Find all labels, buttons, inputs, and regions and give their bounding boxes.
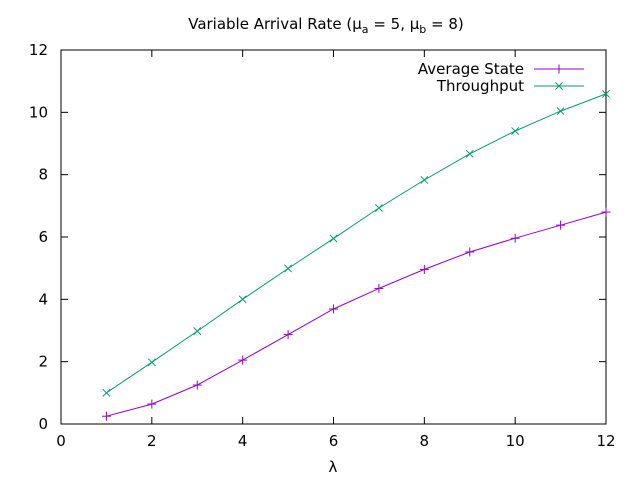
data-point-throughput <box>238 295 247 304</box>
legend-label-average-state: Average State <box>418 60 524 78</box>
data-point-throughput <box>511 127 520 135</box>
x-tick-label: 4 <box>238 432 248 450</box>
data-point-throughput <box>102 388 111 397</box>
data-point-throughput <box>556 107 565 116</box>
data-point-average-state <box>556 220 566 230</box>
axes: 0 2 4 6 8 10 12 0 2 4 6 8 10 12 <box>29 41 616 450</box>
data-point-throughput <box>147 358 156 367</box>
x-tick-label: 12 <box>596 432 615 450</box>
legend-label-throughput: Throughput <box>436 77 524 95</box>
data-point-average-state <box>465 247 475 257</box>
data-point-average-state <box>192 380 202 390</box>
chart-title: Variable Arrival Rate (μa = 5, μb = 8) <box>188 15 464 36</box>
y-tick-label: 12 <box>29 41 48 59</box>
series-line-throughput <box>106 93 607 394</box>
x-tick-label: 8 <box>420 432 430 450</box>
data-point-average-state <box>283 330 293 340</box>
data-point-average-state <box>101 411 111 421</box>
series-line-average-state <box>106 211 607 417</box>
series-layer <box>101 89 611 421</box>
data-point-throughput <box>193 327 202 336</box>
x-axis-label: λ <box>329 458 338 476</box>
x-tick-label: 2 <box>147 432 157 450</box>
x-tick-label: 0 <box>56 432 66 450</box>
data-point-throughput <box>602 89 610 98</box>
data-point-average-state <box>510 233 520 243</box>
x-tick-label: 6 <box>329 432 339 450</box>
data-point-throughput <box>420 176 429 184</box>
legend-marker-throughput <box>555 82 563 90</box>
y-tick-label: 10 <box>29 103 48 121</box>
data-point-average-state <box>329 304 338 314</box>
data-point-throughput <box>465 149 474 158</box>
legend-marker-average-state <box>554 64 564 74</box>
data-point-average-state <box>419 264 429 274</box>
data-point-average-state <box>147 399 157 409</box>
y-tick-label: 4 <box>38 290 48 308</box>
data-point-throughput <box>374 204 383 212</box>
x-tick-label: 10 <box>506 432 525 450</box>
data-point-average-state <box>601 207 611 217</box>
y-tick-label: 6 <box>38 228 48 246</box>
data-point-throughput <box>329 234 338 243</box>
data-point-average-state <box>238 355 248 365</box>
y-tick-label: 8 <box>38 166 48 184</box>
data-point-average-state <box>374 283 384 293</box>
data-point-throughput <box>284 264 293 273</box>
y-tick-label: 2 <box>38 353 48 371</box>
y-tick-label: 0 <box>38 415 48 433</box>
